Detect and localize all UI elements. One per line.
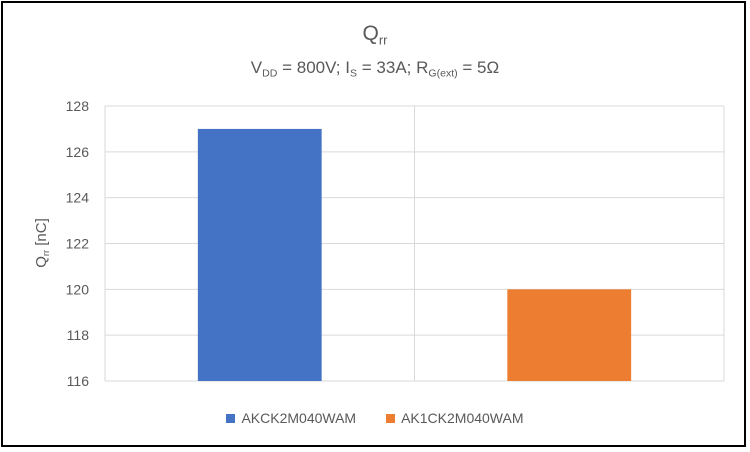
- chart-title: Qrr: [362, 22, 388, 48]
- legend-swatch-series-2: [386, 413, 396, 423]
- y-tick-label: 128: [66, 98, 90, 114]
- y-tick-label: 124: [66, 190, 90, 206]
- bar-2: [507, 289, 632, 381]
- legend-item-series-2: AK1CK2M040WAM: [386, 410, 524, 426]
- y-tick-label: 116: [67, 373, 90, 389]
- bar-1: [197, 128, 322, 381]
- legend-label-series-1: AKCK2M040WAM: [241, 410, 357, 426]
- y-tick-label: 118: [67, 327, 90, 343]
- y-tick-label: 120: [66, 281, 90, 297]
- chart-subtitle: VDD = 800V; IS = 33A; RG(ext) = 5Ω: [250, 58, 500, 80]
- y-tick-label: 122: [66, 236, 90, 252]
- legend-label-series-2: AK1CK2M040WAM: [401, 410, 524, 426]
- legend-item-series-1: AKCK2M040WAM: [226, 410, 356, 426]
- legend-swatch-series-1: [226, 413, 236, 423]
- y-tick-label: 126: [66, 144, 90, 160]
- legend: AKCK2M040WAM AK1CK2M040WAM: [0, 410, 750, 426]
